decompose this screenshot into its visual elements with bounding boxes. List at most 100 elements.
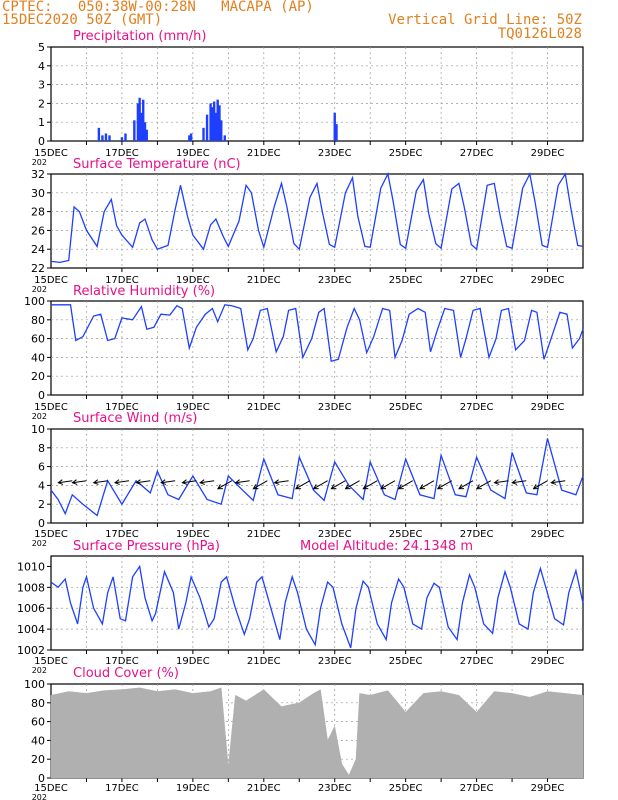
panel1-bar	[142, 99, 145, 141]
panel5-xtick-label: 23DEC	[318, 656, 352, 667]
panel3-year-label: 202	[32, 412, 47, 421]
panel3-ytick-label: 20	[31, 370, 45, 383]
panel4-wind-arrow	[199, 479, 215, 485]
panel1-bar	[136, 103, 140, 141]
header-datetime: 15DEC2020 50Z (GMT)	[2, 12, 163, 28]
panel4-wind-arrow	[330, 480, 346, 490]
panel2-series-line	[50, 171, 584, 264]
panel3-xtick-label: 29DEC	[531, 402, 565, 413]
panel4-wind-arrow	[234, 479, 250, 485]
panel4-wind-arrow	[380, 480, 396, 490]
panel3-ytick-label: 40	[31, 351, 45, 364]
panel2-ytick-label: 30	[31, 187, 45, 200]
panel1-bar	[220, 120, 223, 141]
panel6-xtick-label: 15DEC	[34, 783, 68, 794]
panel4-xtick-label: 27DEC	[460, 529, 494, 540]
panel1-xtick-label: 17DEC	[105, 148, 139, 159]
panel6-ytick-label: 100	[24, 678, 45, 691]
panel1-bar	[124, 133, 127, 141]
panel4-wind-arrow	[344, 480, 360, 490]
panel4-wind-arrow	[273, 479, 289, 485]
panel4-frame	[50, 428, 584, 524]
panel4-ytick-label: 4	[38, 479, 45, 492]
panel6-ytick-label: 60	[31, 716, 45, 729]
panel1-bar	[205, 114, 209, 141]
panel2-ytick-label: 24	[31, 243, 45, 256]
panel4-xtick-label: 19DEC	[176, 529, 210, 540]
panel3-xtick-label: 19DEC	[176, 402, 210, 413]
panel5-ytick-label: 1010	[17, 560, 45, 573]
panel4-ytick-label: 2	[38, 498, 45, 511]
panel1-bar	[209, 103, 212, 141]
panel3-title: Relative Humidity (%)	[73, 284, 215, 299]
panel3-xtick-label: 27DEC	[460, 402, 494, 413]
panel5-ytick-label: 1002	[17, 644, 45, 657]
panel2-ytick-label: 32	[31, 168, 45, 181]
panel1-bar	[143, 122, 147, 141]
panel6-xtick-label: 19DEC	[176, 783, 210, 794]
panel5-xtick-label: 25DEC	[389, 656, 423, 667]
panel4-wind-arrow	[475, 480, 492, 490]
panel6-year-label: 202	[32, 793, 47, 800]
panel4-wind-arrow	[113, 479, 130, 485]
panel1-frame	[50, 46, 584, 142]
panel4-wind-arrow	[135, 479, 151, 485]
panel4-xtick-label: 25DEC	[389, 529, 423, 540]
panel5-xtick-label: 21DEC	[247, 656, 281, 667]
panel4-wind-arrow	[312, 480, 328, 490]
panel4-wind-arrow	[419, 480, 435, 490]
panel2-ytick-label: 26	[31, 224, 45, 237]
panel4-wind-arrow	[511, 479, 527, 485]
panel3-ytick-label: 80	[31, 314, 45, 327]
panel5-xtick-label: 27DEC	[460, 656, 494, 667]
panel2-ytick-label: 22	[31, 262, 45, 275]
panel4-xtick-label: 17DEC	[105, 529, 139, 540]
panel1-xtick-label: 23DEC	[318, 148, 352, 159]
panel4-xtick-label: 29DEC	[531, 529, 565, 540]
panel4-xtick-label: 21DEC	[247, 529, 281, 540]
panel3-xtick-label: 21DEC	[247, 402, 281, 413]
panel1-bar	[101, 135, 104, 141]
panel1-xtick-label: 29DEC	[531, 148, 565, 159]
panel4-ytick-label: 10	[31, 423, 45, 436]
panel1-bar	[335, 124, 338, 141]
panel6-ytick-label: 20	[31, 753, 45, 766]
panel1-bar	[218, 105, 221, 141]
panel4-xtick-label: 15DEC	[34, 529, 68, 540]
panel6-ytick-label: 40	[31, 734, 45, 747]
panel4-wind-arrow	[216, 480, 233, 490]
panel4-wind-arrow	[295, 480, 311, 490]
panel4-wind-arrow	[532, 480, 548, 490]
panel2-xtick-label: 17DEC	[105, 275, 139, 286]
panel1-ytick-label: 3	[38, 79, 45, 92]
panel4-wind-arrow	[436, 480, 453, 490]
panel1-year-label: 202	[32, 158, 47, 167]
panel6-ytick-label: 80	[31, 697, 45, 710]
panel6-xtick-label: 27DEC	[460, 783, 494, 794]
panel5-series-line	[50, 564, 584, 649]
panel3-series-line	[51, 304, 584, 363]
panel4-wind-arrow	[458, 480, 474, 490]
panel1-ytick-label: 2	[38, 97, 45, 110]
panel1-bar	[120, 137, 124, 141]
panel1-bar	[333, 112, 336, 141]
panel5-note: Model Altitude: 24.1348 m	[300, 539, 473, 554]
panel5-xtick-label: 19DEC	[176, 656, 210, 667]
panel1-bar	[133, 120, 136, 141]
panel1-bar	[212, 101, 216, 141]
panel2-xtick-label: 27DEC	[460, 275, 494, 286]
panel4-wind-arrow	[92, 479, 108, 485]
panel1-bar	[202, 127, 205, 141]
panel1-bar	[214, 112, 218, 141]
panel3-frame	[50, 300, 584, 396]
panel1-bar	[138, 97, 141, 141]
panel4-wind-arrow	[181, 479, 197, 485]
panel3-xtick-label: 15DEC	[34, 402, 68, 413]
panel1-bar	[108, 135, 111, 141]
panel4-wind-arrow	[57, 479, 73, 485]
panel1-bar	[223, 135, 226, 141]
panel1-bar	[140, 112, 143, 141]
panel3-ytick-label: 0	[38, 389, 45, 402]
panel5-year-label: 202	[32, 666, 47, 675]
